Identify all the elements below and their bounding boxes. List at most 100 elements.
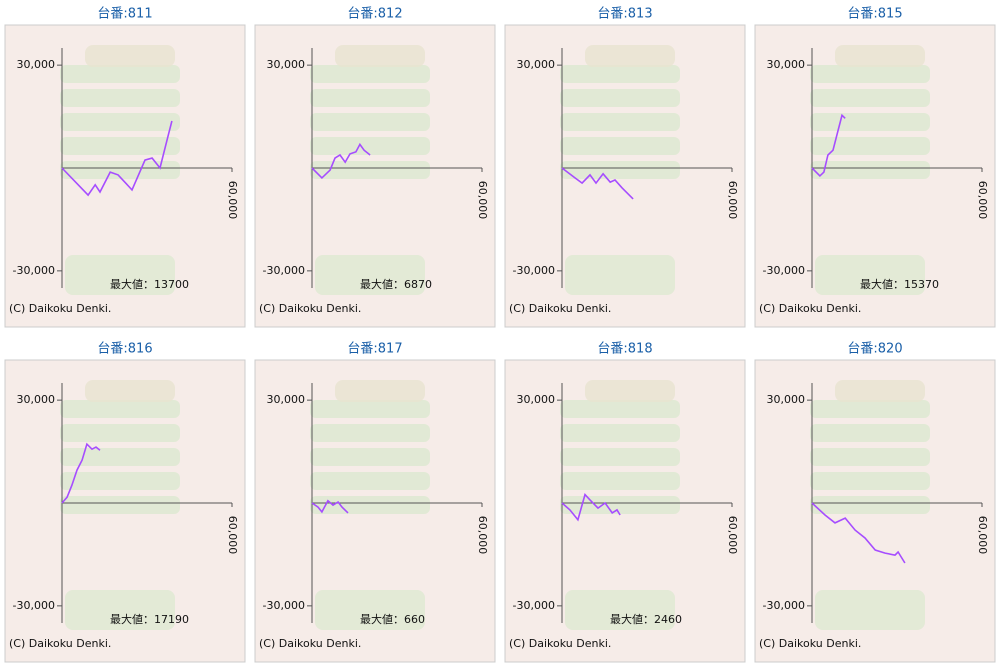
decoration [565,590,675,630]
decoration [835,45,925,67]
data-line [811,502,906,564]
decoration [560,400,680,418]
chart-title: 台番:815 [847,7,902,22]
y-tick-label: 30,000 [17,393,56,406]
decoration [560,496,680,514]
max-label-text: 最大値： [360,277,404,291]
max-label-text: 最大値： [860,277,904,291]
chart-title: 台番:811 [97,7,152,22]
chart-title: 台番:816 [97,342,152,357]
decoration [810,137,930,155]
chart-panel: 台番:811 30,000 -30,000 60,000 最大値：13700 (C) Da… [4,7,246,328]
decoration [310,113,430,131]
credit: (C) Daikoku Denki. [259,302,361,315]
decoration [810,400,930,418]
decoration [810,113,930,131]
decoration [810,472,930,490]
decoration [335,380,425,402]
max-value: 2460 [654,613,682,626]
max-value: 17190 [154,613,189,626]
data-line [561,493,621,522]
x-tick-label: 60,000 [976,516,989,555]
x-tick-label: 60,000 [726,516,739,555]
chart-panel: 台番:815 30,000 -30,000 60,000 最大値：15370 (C) Da… [754,7,996,328]
max-label: 最大値：660 [360,612,425,626]
data-line [561,167,634,200]
decoration [60,161,180,179]
decoration [560,65,680,83]
credit: (C) Daikoku Denki. [509,637,611,650]
y-tick-label: 30,000 [17,58,56,71]
decoration [60,424,180,442]
max-value: 660 [404,613,425,626]
decoration [565,255,675,295]
x-tick-label: 60,000 [726,181,739,220]
y-tick-label: 30,000 [267,58,306,71]
credit: (C) Daikoku Denki. [759,637,861,650]
y-tick-label: 30,000 [517,393,556,406]
decoration [60,496,180,514]
chart-title: 台番:812 [347,7,402,22]
decoration [310,89,430,107]
decoration [560,113,680,131]
decoration [310,137,430,155]
decoration [65,255,175,295]
decoration [60,448,180,466]
decoration [310,472,430,490]
credit: (C) Daikoku Denki. [9,637,111,650]
x-tick-label: 60,000 [476,181,489,220]
decoration [310,424,430,442]
max-label: 最大値：15370 [860,277,939,291]
y-tick-label: -30,000 [13,264,55,277]
decoration [810,89,930,107]
y-tick-label: -30,000 [263,599,305,612]
decoration [335,45,425,67]
max-label: 最大値：13700 [110,277,189,291]
max-label: 最大値：17190 [110,612,189,626]
decoration [560,89,680,107]
credit: (C) Daikoku Denki. [9,302,111,315]
decoration [315,590,425,630]
data-line [61,442,101,504]
decoration [815,590,925,630]
decoration [85,45,175,67]
decoration [60,137,180,155]
chart-panel: 台番:820 30,000 -30,000 60,000 (C) Daikoku Den… [754,342,996,663]
max-label-text: 最大値： [110,612,154,626]
decoration [810,448,930,466]
chart-panel: 台番:812 30,000 -30,000 60,000 最大値：6870 (C) Dai… [254,7,496,328]
decoration [560,472,680,490]
chart-title: 台番:818 [597,342,652,357]
credit: (C) Daikoku Denki. [759,302,861,315]
max-label: 最大値：6870 [360,277,432,291]
decoration [585,45,675,67]
credit: (C) Daikoku Denki. [509,302,611,315]
chart-title: 台番:820 [847,342,902,357]
decoration [310,161,430,179]
chart-panel: 台番:817 30,000 -30,000 60,000 最大値：660 (C) Daik… [254,342,496,663]
max-value: 15370 [904,278,939,291]
decoration [315,255,425,295]
max-label-text: 最大値： [360,612,404,626]
decoration [585,380,675,402]
decoration [560,137,680,155]
max-label-text: 最大値： [110,277,154,291]
chart-panel: 台番:818 30,000 -30,000 60,000 最大値：2460 (C) Dai… [504,342,746,663]
decoration [310,400,430,418]
y-tick-label: -30,000 [513,264,555,277]
chart-title: 台番:817 [347,342,402,357]
y-tick-label: -30,000 [513,599,555,612]
max-value: 6870 [404,278,432,291]
decoration [60,65,180,83]
y-tick-label: 30,000 [767,58,806,71]
x-tick-label: 60,000 [976,181,989,220]
y-tick-label: -30,000 [763,599,805,612]
chart-panel: 台番:816 30,000 -30,000 60,000 最大値：17190 (C) Da… [4,342,246,663]
data-line [811,113,846,178]
decoration [560,161,680,179]
decoration [810,161,930,179]
y-tick-label: -30,000 [763,264,805,277]
decoration [60,89,180,107]
decoration [815,255,925,295]
decoration [810,496,930,514]
